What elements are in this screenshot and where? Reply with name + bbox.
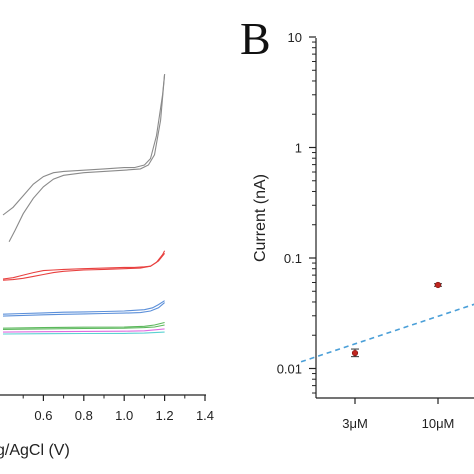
panel-a-x-tick-label: 1.0 <box>115 408 133 423</box>
panel-b-y-tick-label: 10 <box>288 30 302 45</box>
panel-a-curve-0-0 <box>2 74 166 216</box>
panel-a-curve-2-1 <box>2 302 165 317</box>
panel-b-x-tick-label: 3μM <box>342 416 368 431</box>
panel-a-x-tick-label: 0.6 <box>34 408 52 423</box>
panel-a-x-tick-label: 1.2 <box>156 408 174 423</box>
panel-b-y-ticks: 0.01 0.1 1 10 <box>277 30 316 394</box>
panel-b-y-tick-label: 0.01 <box>277 362 302 377</box>
panel-a-curve-5-0 <box>2 331 165 335</box>
panel-a: 0.6 0.8 1.0 1.2 1.4 g/AgCl (V) <box>0 74 214 459</box>
panel-b-plot <box>300 281 474 363</box>
panel-a-curve-2-0 <box>2 300 165 315</box>
panel-b-data-point <box>434 281 442 289</box>
panel-a-curve-4-0 <box>2 328 165 333</box>
panel-b-x-tick-label: 10μM <box>422 416 455 431</box>
panel-a-x-tick-label: 0.8 <box>75 408 93 423</box>
panel-b-data-point <box>351 349 359 357</box>
panel-a-curve-3-0 <box>2 321 165 329</box>
panel-a-x-tick-label: 1.4 <box>196 408 214 423</box>
panel-a-curve-1-1 <box>2 253 166 281</box>
panel-a-curves <box>2 74 166 335</box>
panel-a-curve-0-1 <box>8 74 166 243</box>
panel-b-y-tick-label: 0.1 <box>284 251 302 266</box>
panel-b-x-ticks: 3μM 10μM <box>342 398 454 431</box>
panel-b-y-axis-title: Current (nA) <box>252 174 269 262</box>
panel-a-curve-1-0 <box>2 250 166 280</box>
panel-b-label: B <box>240 13 271 64</box>
panel-b-y-tick-label: 1 <box>295 141 302 156</box>
panel-a-x-ticks: 0.6 0.8 1.0 1.2 1.4 <box>22 395 214 423</box>
panel-b: B 0.01 0.1 1 10 3μM 10μM Current (nA) <box>240 13 474 431</box>
panel-b-fit-line <box>300 303 474 363</box>
panel-a-curve-3-1 <box>2 324 165 331</box>
panel-a-x-axis-title: g/AgCl (V) <box>0 442 70 459</box>
